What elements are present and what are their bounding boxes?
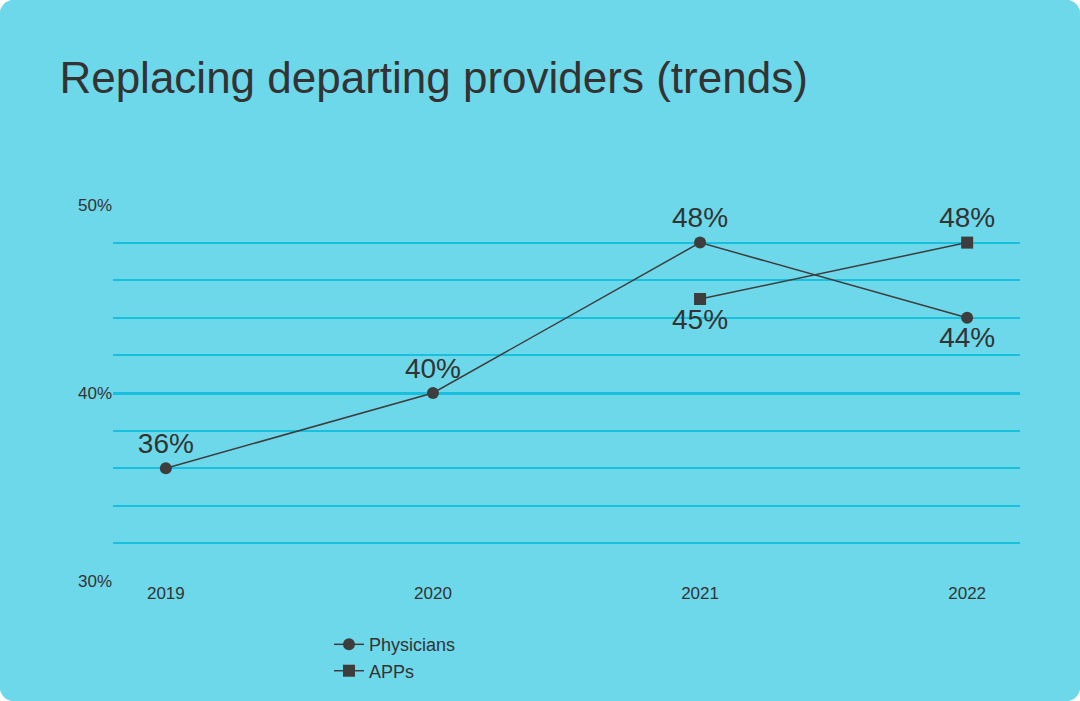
svg-text:APPs: APPs xyxy=(369,662,414,682)
svg-text:Physicians: Physicians xyxy=(369,635,455,655)
svg-text:50%: 50% xyxy=(78,196,112,215)
svg-text:Replacing departing providers: Replacing departing providers (trends) xyxy=(59,53,807,102)
svg-text:2021: 2021 xyxy=(681,584,719,603)
svg-text:30%: 30% xyxy=(78,572,112,591)
svg-text:2019: 2019 xyxy=(147,584,185,603)
svg-text:36%: 36% xyxy=(138,428,194,459)
svg-text:45%: 45% xyxy=(672,304,728,335)
svg-text:2020: 2020 xyxy=(414,584,452,603)
svg-text:48%: 48% xyxy=(672,202,728,233)
svg-text:40%: 40% xyxy=(78,384,112,403)
svg-text:48%: 48% xyxy=(939,202,995,233)
svg-text:44%: 44% xyxy=(939,322,995,353)
svg-text:2022: 2022 xyxy=(948,584,986,603)
svg-text:40%: 40% xyxy=(405,353,461,384)
